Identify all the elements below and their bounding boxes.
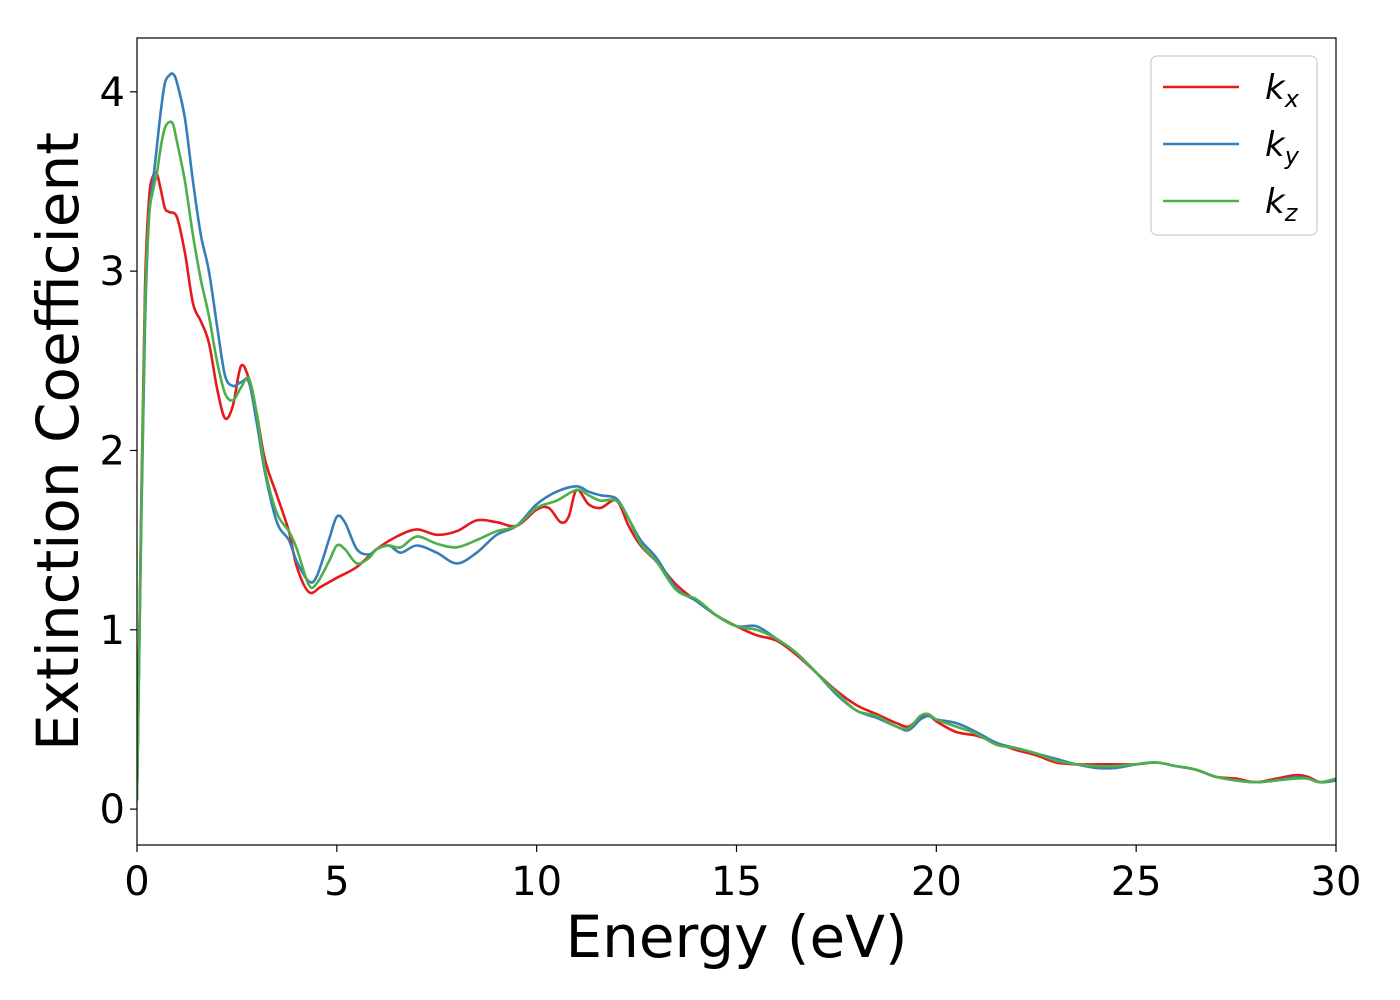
x-tick-label: 25 xyxy=(1111,859,1162,905)
x-tick-label: 0 xyxy=(124,859,149,905)
plot-lines xyxy=(137,72,1336,801)
y-axis-title: Extinction Coefficient xyxy=(24,132,92,751)
x-tick-label: 5 xyxy=(324,859,349,905)
legend-label-ky: ky xyxy=(1265,125,1300,170)
x-axis-title: Energy (eV) xyxy=(565,903,907,971)
x-tick-label: 15 xyxy=(711,859,762,905)
series-line-kz xyxy=(137,120,1336,801)
y-tick-label: 4 xyxy=(100,70,125,116)
y-tick-label: 3 xyxy=(100,249,125,295)
y-tick-label: 2 xyxy=(100,428,125,474)
y-axis: 0 1 2 3 4 xyxy=(100,70,137,833)
x-tick-label: 10 xyxy=(511,859,562,905)
y-tick-label: 0 xyxy=(100,787,125,833)
series-line-ky xyxy=(137,72,1336,801)
x-tick-label: 20 xyxy=(911,859,962,905)
y-tick-label: 1 xyxy=(100,608,125,654)
legend-box xyxy=(1150,55,1318,236)
legend-label-kz: kz xyxy=(1265,182,1299,227)
series-line-kx xyxy=(137,171,1336,801)
legend: kx ky kz xyxy=(1150,55,1318,236)
legend-label-kx: kx xyxy=(1265,68,1300,113)
x-axis: 0 5 10 15 20 25 30 xyxy=(124,845,1361,905)
x-tick-label: 30 xyxy=(1311,859,1362,905)
